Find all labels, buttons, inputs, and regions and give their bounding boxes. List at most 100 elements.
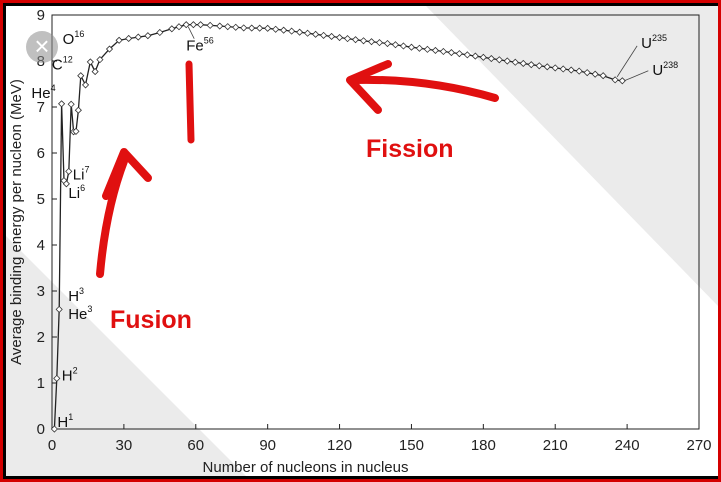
x-tick-label: 0 — [48, 437, 56, 454]
data-point — [74, 106, 82, 114]
isotope-label: U235 — [641, 33, 667, 52]
data-point — [399, 42, 408, 50]
data-point — [67, 100, 75, 108]
fe56-leader — [187, 26, 195, 39]
data-point — [72, 127, 80, 135]
x-tick-label: 210 — [543, 437, 568, 454]
isotope-symbol: H — [57, 414, 68, 431]
close-button[interactable]: × — [26, 31, 58, 63]
x-tick-label: 150 — [399, 437, 424, 454]
binding-energy-line — [53, 24, 623, 430]
data-point — [359, 37, 368, 45]
data-point — [91, 68, 99, 76]
data-point — [134, 33, 142, 41]
y-tick-label: 1 — [37, 375, 45, 392]
isotope-mass: 3 — [87, 304, 92, 314]
data-point — [53, 374, 61, 382]
isotope-mass: 7 — [84, 164, 89, 174]
data-point — [58, 100, 66, 108]
data-point — [105, 45, 114, 53]
data-point — [50, 425, 58, 433]
fusion-arrow-head — [102, 148, 152, 200]
data-point — [471, 52, 479, 60]
data-point — [65, 167, 73, 175]
isotope-symbol: He — [31, 85, 50, 102]
data-point — [77, 72, 85, 80]
y-tick-label: 2 — [37, 329, 45, 346]
fusion-label: Fusion — [110, 306, 192, 334]
isotope-symbol: Fe — [186, 38, 204, 55]
data-point — [197, 21, 205, 29]
isotope-label: H2 — [62, 365, 78, 384]
data-point — [431, 46, 439, 54]
data-point — [189, 21, 197, 29]
u235-leader — [616, 45, 638, 78]
data-point — [280, 26, 288, 34]
background-shading — [6, 6, 718, 476]
data-point — [175, 23, 183, 31]
isotope-mass: 3 — [79, 286, 84, 296]
marker-stroke — [185, 60, 195, 144]
shade-top-right — [426, 6, 718, 306]
x-tick-label: 90 — [259, 437, 276, 454]
data-point — [535, 62, 543, 70]
data-point — [487, 54, 495, 63]
data-point — [81, 81, 90, 89]
data-point — [611, 76, 619, 84]
isotope-mass: 16 — [74, 29, 84, 39]
isotope-label: H3 — [68, 286, 84, 305]
isotope-symbol: Li — [68, 185, 80, 202]
data-point — [248, 24, 256, 32]
data-point — [182, 21, 190, 29]
isotope-label: O16 — [63, 29, 85, 48]
data-point — [216, 22, 224, 30]
x-tick-label: 270 — [686, 437, 711, 454]
isotope-mass: 56 — [204, 36, 214, 46]
data-point — [55, 305, 63, 313]
isotope-symbol: H — [68, 288, 79, 305]
isotope-mass: 238 — [663, 60, 678, 70]
isotope-symbol: U — [641, 35, 652, 52]
data-point — [125, 34, 133, 43]
data-point — [367, 38, 376, 46]
x-tick-label: 30 — [116, 437, 133, 454]
data-point — [206, 21, 214, 29]
fission-arrow-head — [346, 60, 392, 114]
data-point — [407, 43, 416, 51]
data-point — [328, 32, 336, 41]
fission-label: Fission — [366, 135, 454, 163]
data-point — [343, 35, 352, 43]
data-point — [115, 36, 123, 44]
fission-arrow-shaft — [349, 75, 499, 102]
data-point — [391, 41, 400, 49]
data-point — [383, 39, 392, 48]
data-point — [559, 65, 567, 73]
data-curve — [50, 21, 626, 433]
shade-bottom-left — [6, 236, 246, 476]
data-point — [455, 50, 463, 58]
data-point — [232, 23, 240, 31]
data-point — [224, 23, 232, 31]
data-point — [351, 36, 360, 44]
data-point — [335, 33, 344, 42]
x-tick-label: 60 — [187, 437, 204, 454]
x-tick-label: 240 — [615, 437, 640, 454]
data-point — [599, 72, 607, 80]
isotope-mass: 1 — [68, 412, 73, 422]
y-tick-label: 7 — [37, 99, 45, 116]
isotope-symbol: He — [68, 306, 87, 323]
annotations: Fission Fusion — [96, 60, 499, 334]
data-point — [479, 53, 487, 61]
data-point — [591, 70, 599, 78]
isotope-symbol: O — [63, 31, 75, 48]
isotope-label: He3 — [68, 304, 92, 323]
x-tick-label: 120 — [327, 437, 352, 454]
data-point — [296, 28, 304, 36]
data-point — [511, 58, 519, 66]
isotope-mass: 2 — [73, 365, 78, 375]
y-tick-label: 0 — [37, 421, 45, 438]
data-point — [62, 180, 70, 188]
data-point — [527, 61, 535, 69]
